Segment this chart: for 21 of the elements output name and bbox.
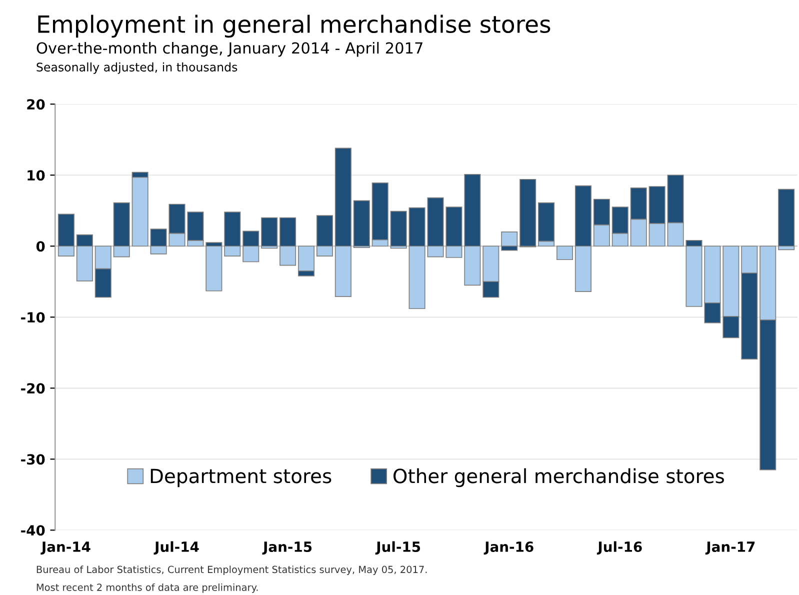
y-tick-label: -10 bbox=[21, 312, 45, 323]
chart-title: Employment in general merchandise stores bbox=[38, 14, 550, 38]
y-tick-label: -30 bbox=[21, 454, 45, 465]
text: Most recent 2 months of data are preliminary. bbox=[36, 583, 258, 593]
x-tick-label: Jan-14 bbox=[40, 542, 90, 555]
y-tick-label: -20 bbox=[21, 383, 45, 394]
y-tick-label: -40 bbox=[21, 525, 45, 536]
y-axis-title: Seasonally adjusted, in thousands bbox=[36, 62, 238, 74]
y-tick-label: 10 bbox=[28, 170, 45, 181]
x-tick-label: Jul-14 bbox=[154, 541, 199, 555]
text: Bureau of Labor Statistics, Current Employment Statistics survey, May 05, 2017. bbox=[36, 566, 427, 576]
legend-label: Department stores bbox=[150, 468, 332, 488]
x-tick-label: Jul-15 bbox=[375, 541, 420, 555]
legend-label: Other general merchandise stores bbox=[394, 468, 724, 488]
y-tick-label: 20 bbox=[27, 99, 45, 110]
x-tick-label: Jan-16 bbox=[484, 542, 534, 555]
chart-subtitle: Over-the-month change, January 2014 - April 2017 bbox=[36, 42, 422, 57]
x-tick-label: Jan-17 bbox=[705, 542, 755, 555]
x-tick-label: Jul-16 bbox=[596, 541, 642, 555]
x-tick-label: Jan-15 bbox=[262, 542, 312, 555]
y-tick-label: 0 bbox=[36, 241, 45, 252]
